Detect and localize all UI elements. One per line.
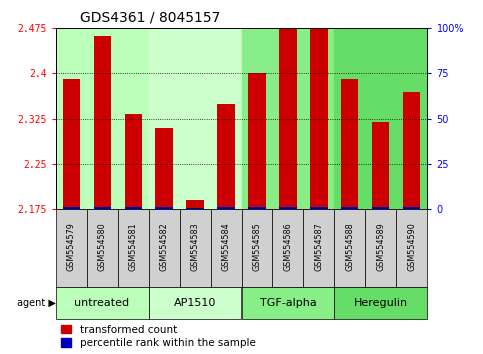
Bar xyxy=(242,209,272,287)
Bar xyxy=(242,28,334,209)
Text: Heregulin: Heregulin xyxy=(354,298,408,308)
Bar xyxy=(334,209,366,287)
Legend: transformed count, percentile rank within the sample: transformed count, percentile rank withi… xyxy=(61,325,256,348)
Bar xyxy=(62,207,80,209)
Text: TGF-alpha: TGF-alpha xyxy=(260,298,316,308)
Bar xyxy=(334,28,427,209)
Text: untreated: untreated xyxy=(74,298,129,308)
Text: GSM554586: GSM554586 xyxy=(284,222,293,270)
Bar xyxy=(341,207,358,209)
Bar xyxy=(311,29,327,209)
Bar xyxy=(280,207,297,209)
Bar xyxy=(94,207,111,209)
Bar xyxy=(217,207,235,209)
Bar xyxy=(125,207,142,209)
Text: AP1510: AP1510 xyxy=(174,298,216,308)
Bar xyxy=(372,121,389,209)
Bar xyxy=(56,28,149,209)
Bar xyxy=(242,287,334,319)
Text: agent ▶: agent ▶ xyxy=(17,298,56,308)
Text: GSM554582: GSM554582 xyxy=(159,222,169,270)
Bar xyxy=(280,29,297,209)
Bar xyxy=(94,36,111,209)
Bar xyxy=(248,73,266,209)
Bar xyxy=(372,207,389,209)
Text: GSM554589: GSM554589 xyxy=(376,222,385,270)
Bar xyxy=(149,28,242,209)
Text: GSM554585: GSM554585 xyxy=(253,222,261,270)
Bar xyxy=(303,209,334,287)
Bar xyxy=(341,79,358,209)
Bar xyxy=(248,207,266,209)
Bar xyxy=(334,287,427,319)
Text: GSM554584: GSM554584 xyxy=(222,222,230,270)
Bar xyxy=(366,209,397,287)
Bar xyxy=(156,127,172,209)
Bar xyxy=(56,287,149,319)
Bar xyxy=(62,79,80,209)
Text: GSM554581: GSM554581 xyxy=(128,222,138,270)
Bar xyxy=(86,209,117,287)
Bar xyxy=(186,208,203,209)
Bar xyxy=(149,287,242,319)
Bar xyxy=(180,209,211,287)
Text: GSM554587: GSM554587 xyxy=(314,222,324,270)
Bar xyxy=(211,209,242,287)
Bar xyxy=(117,209,149,287)
Bar xyxy=(403,207,421,209)
Bar xyxy=(397,209,427,287)
Bar xyxy=(149,209,180,287)
Bar xyxy=(156,207,172,209)
Bar xyxy=(311,207,327,209)
Text: GSM554588: GSM554588 xyxy=(345,222,355,270)
Text: GSM554590: GSM554590 xyxy=(408,222,416,270)
Bar xyxy=(272,209,303,287)
Text: GSM554580: GSM554580 xyxy=(98,222,107,270)
Bar xyxy=(125,114,142,209)
Bar xyxy=(56,209,86,287)
Text: GSM554583: GSM554583 xyxy=(190,222,199,270)
Text: GDS4361 / 8045157: GDS4361 / 8045157 xyxy=(80,11,220,25)
Bar xyxy=(217,103,235,209)
Text: GSM554579: GSM554579 xyxy=(67,222,75,271)
Bar xyxy=(403,91,421,209)
Bar xyxy=(186,200,203,209)
